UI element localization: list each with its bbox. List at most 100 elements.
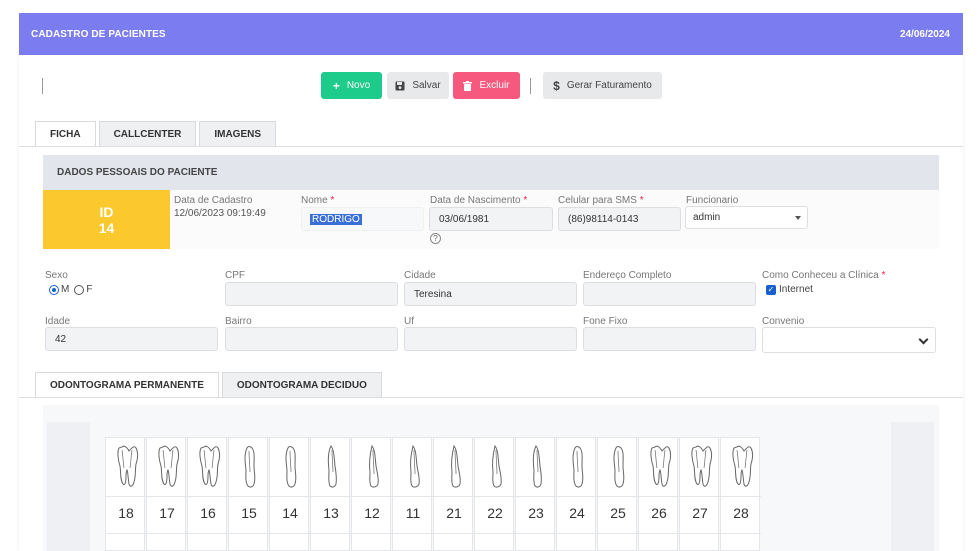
endereco-label: Endereço Completo [583, 270, 672, 281]
idade-value: 42 [55, 333, 67, 345]
uf-input[interactable] [404, 327, 577, 351]
celular-value: (86)98114-0143 [568, 213, 639, 225]
tooth-divider [311, 533, 351, 534]
tooth-16[interactable]: 16 [187, 437, 228, 551]
bairro-label: Bairro [225, 316, 252, 327]
header-bar: CADASTRO DE PACIENTES 24/06/2024 [19, 13, 963, 55]
sexo-f-radio[interactable] [74, 284, 85, 295]
tooth-divider [639, 496, 679, 497]
tooth-26[interactable]: 26 [638, 437, 679, 551]
tooth-28[interactable]: 28 [720, 437, 761, 551]
tooth-divider [434, 496, 474, 497]
idade-label: Idade [45, 316, 71, 327]
caret-down-icon [795, 216, 801, 220]
tooth-divider [475, 533, 515, 534]
excluir-label: Excluir [479, 80, 510, 91]
tab-callcenter[interactable]: CALLCENTER [98, 121, 197, 147]
convenio-label: Convenio [762, 316, 805, 327]
tooth-number: 22 [487, 505, 503, 521]
salvar-button[interactable]: Salvar [387, 72, 449, 99]
funcionario-select[interactable]: admin [685, 206, 808, 229]
tooth-divider [352, 496, 392, 497]
uf-label: Uf [404, 316, 414, 327]
fone-input[interactable] [583, 327, 756, 351]
divider [42, 78, 43, 94]
tab-odontograma-deciduo[interactable]: ODONTOGRAMA DECIDUO [221, 372, 382, 398]
tooth-divider [229, 533, 269, 534]
novo-button[interactable]: + Novo [321, 72, 382, 99]
id-value: 14 [98, 219, 115, 236]
plus-icon: + [332, 78, 340, 93]
tooth-divider [147, 496, 187, 497]
tooth-22[interactable]: 22 [474, 437, 515, 551]
odontograma-side-panel-left [47, 422, 90, 551]
tooth-number: 26 [651, 505, 667, 521]
main-tabs: FICHA CALLCENTER IMAGENS [35, 121, 277, 147]
bairro-input[interactable] [225, 327, 398, 351]
nascimento-input[interactable]: 03/06/1981 [429, 207, 553, 231]
sexo-label: Sexo [45, 270, 68, 281]
tooth-number: 17 [159, 505, 175, 521]
internet-checkbox[interactable]: ✓ [766, 284, 776, 295]
help-icon[interactable]: ? [430, 233, 441, 244]
tooth-divider [270, 533, 310, 534]
tooth-divider [229, 496, 269, 497]
tooth-divider [106, 496, 146, 497]
tooth-12[interactable]: 12 [351, 437, 392, 551]
sexo-m-radio[interactable] [49, 284, 59, 295]
tooth-25[interactable]: 25 [597, 437, 638, 551]
idade-input[interactable]: 42 [45, 327, 218, 351]
tooth-14[interactable]: 14 [269, 437, 310, 551]
patient-form: Sexo M F CPF Cidade Teresina Endereço Co… [43, 263, 939, 355]
tooth-icon [492, 444, 502, 488]
tooth-23[interactable]: 23 [515, 437, 556, 551]
tooth-number: 24 [569, 505, 585, 521]
tooth-icon [410, 444, 420, 488]
tooth-icon [572, 446, 584, 488]
tooth-17[interactable]: 17 [146, 437, 187, 551]
tooth-27[interactable]: 27 [679, 437, 720, 551]
tooth-divider [639, 533, 679, 534]
tooth-icon [369, 444, 379, 488]
patient-info-row: Data de Cadastro 12/06/2023 09:19:49 Nom… [170, 190, 939, 249]
tooth-divider [393, 533, 433, 534]
odontograma-tabs: ODONTOGRAMA PERMANENTE ODONTOGRAMA DECID… [35, 372, 382, 398]
odontograma-side-panel-right [891, 422, 934, 551]
nome-input[interactable]: RODRIGO [301, 207, 424, 231]
tooth-icon [650, 445, 671, 487]
tab-odontograma-permanente[interactable]: ODONTOGRAMA PERMANENTE [35, 372, 219, 398]
cpf-input[interactable] [225, 282, 398, 306]
tooth-icon [158, 445, 179, 487]
excluir-button[interactable]: Excluir [453, 72, 520, 99]
tooth-divider [106, 533, 146, 534]
celular-input[interactable]: (86)98114-0143 [558, 207, 681, 231]
tooth-13[interactable]: 13 [310, 437, 351, 551]
cidade-input[interactable]: Teresina [404, 282, 577, 306]
tooth-number: 12 [364, 505, 380, 521]
gerar-faturamento-button[interactable]: $ Gerar Faturamento [543, 72, 662, 99]
tooth-15[interactable]: 15 [228, 437, 269, 551]
endereco-input[interactable] [583, 282, 756, 306]
tooth-11[interactable]: 11 [392, 437, 433, 551]
tooth-divider [598, 496, 638, 497]
tab-ficha[interactable]: FICHA [35, 121, 96, 147]
tooth-24[interactable]: 24 [556, 437, 597, 551]
cadastro-value: 12/06/2023 09:19:49 [174, 208, 266, 219]
tooth-divider [557, 533, 597, 534]
convenio-select[interactable] [762, 327, 936, 353]
tooth-21[interactable]: 21 [433, 437, 474, 551]
tooth-divider [352, 533, 392, 534]
tooth-divider [557, 496, 597, 497]
nascimento-label: Data de Nascimento * [430, 195, 528, 206]
toolbar-separator [530, 78, 531, 94]
tabs-divider [19, 146, 963, 147]
tooth-icon [451, 444, 461, 488]
sexo-radio-group: M F [49, 284, 92, 295]
tooth-divider [188, 496, 228, 497]
tab-imagens[interactable]: IMAGENS [199, 121, 277, 147]
tooth-divider [475, 496, 515, 497]
tooth-number: 14 [282, 505, 298, 521]
tooth-18[interactable]: 18 [105, 437, 146, 551]
tooth-icon [613, 446, 625, 488]
